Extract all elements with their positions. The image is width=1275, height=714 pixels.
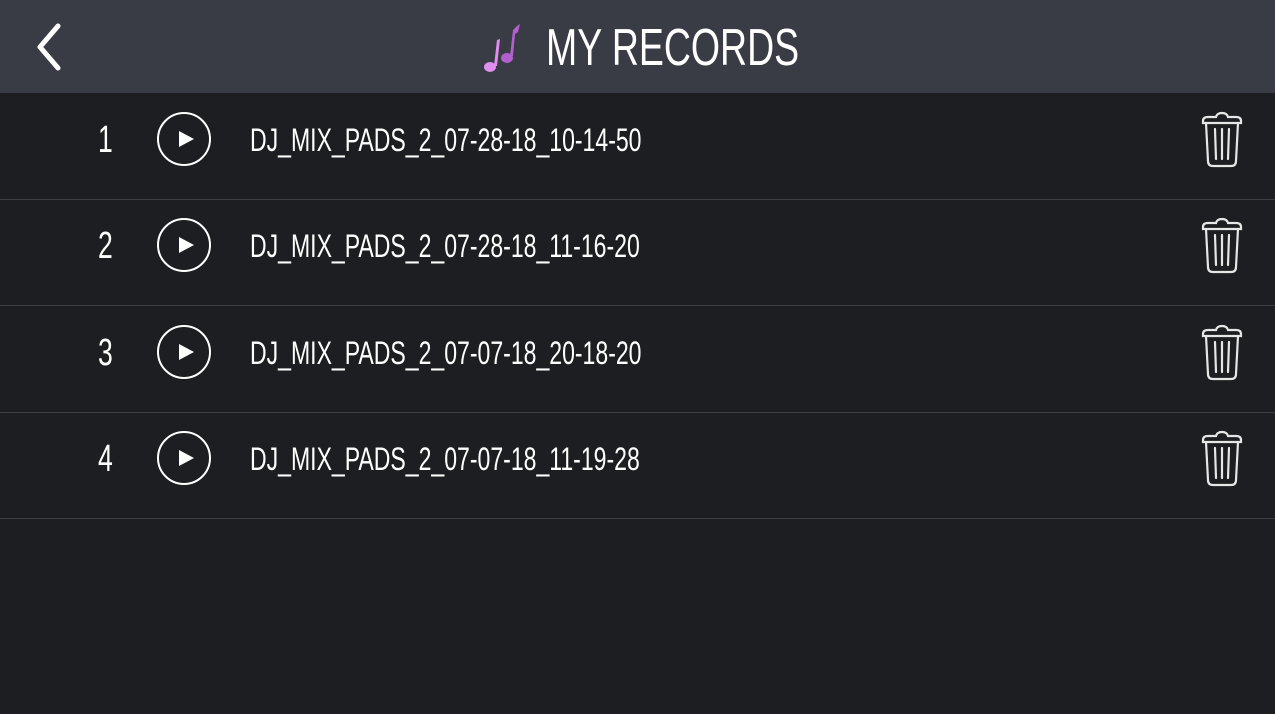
play-button[interactable] (157, 218, 211, 273)
record-row[interactable]: 1 DJ_MIX_PADS_2_07-28-18_10-14-50 (0, 93, 1275, 200)
trash-icon (1201, 324, 1243, 380)
record-name: DJ_MIX_PADS_2_07-07-18_11-19-28 (250, 440, 640, 477)
play-icon (179, 131, 194, 147)
play-button[interactable] (157, 112, 211, 166)
record-name: DJ_MIX_PADS_2_07-28-18_10-14-50 (250, 122, 642, 158)
record-index: 3 (98, 331, 113, 374)
play-button[interactable] (157, 430, 211, 485)
record-index: 4 (98, 437, 113, 480)
music-note-icon (484, 24, 520, 72)
record-row[interactable]: 2 DJ_MIX_PADS_2_07-28-18_11-16-20 (0, 199, 1275, 307)
play-icon (179, 449, 194, 466)
delete-button[interactable] (1200, 430, 1244, 493)
play-icon (179, 237, 194, 254)
header: MY RECORDS (0, 0, 1275, 93)
record-index: 1 (98, 119, 113, 161)
page-title: MY RECORDS (546, 19, 800, 77)
record-row[interactable]: 4 DJ_MIX_PADS_2_07-07-18_11-19-28 (0, 412, 1275, 519)
delete-button[interactable] (1200, 217, 1244, 280)
record-name: DJ_MIX_PADS_2_07-28-18_11-16-20 (250, 228, 640, 265)
trash-icon (1201, 218, 1243, 274)
record-index: 2 (98, 225, 113, 268)
back-button[interactable] (30, 22, 70, 72)
delete-button[interactable] (1200, 111, 1244, 174)
play-icon (179, 343, 194, 360)
play-button[interactable] (157, 324, 211, 379)
record-name: DJ_MIX_PADS_2_07-07-18_20-18-20 (250, 334, 642, 371)
chevron-left-icon (37, 23, 61, 71)
trash-icon (1201, 111, 1243, 168)
trash-icon (1201, 430, 1243, 486)
title-group: MY RECORDS (480, 18, 898, 78)
delete-button[interactable] (1200, 324, 1244, 387)
record-row[interactable]: 3 DJ_MIX_PADS_2_07-07-18_20-18-20 (0, 306, 1275, 413)
